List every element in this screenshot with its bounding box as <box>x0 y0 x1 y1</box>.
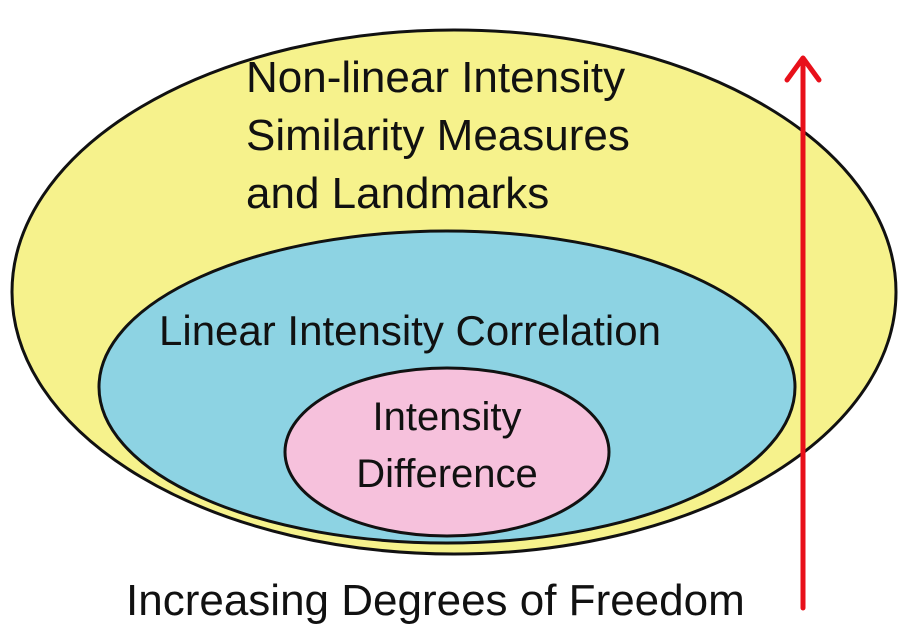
axis-caption: Increasing Degrees of Freedom <box>126 576 745 625</box>
inner-set-label-line-2: Difference <box>356 452 538 496</box>
outer-set-label-line-2: Similarity Measures <box>246 111 630 160</box>
outer-set-label-line-1: Non-linear Intensity <box>246 53 625 102</box>
outer-set-label-line-3: and Landmarks <box>246 169 549 218</box>
inner-set-label-line-1: Intensity <box>373 395 522 439</box>
middle-set-label: Linear Intensity Correlation <box>159 307 661 354</box>
increasing-arrow <box>784 55 822 611</box>
inner-set-ellipse <box>283 366 611 538</box>
arrow-up-icon <box>784 55 822 83</box>
